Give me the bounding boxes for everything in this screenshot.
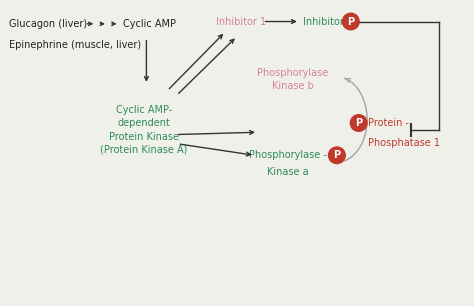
Text: Inhibitor 1-: Inhibitor 1-	[303, 17, 356, 27]
Text: Phosphorylase -: Phosphorylase -	[249, 150, 327, 160]
Text: P: P	[333, 150, 340, 160]
Text: Kinase a: Kinase a	[267, 167, 309, 177]
Circle shape	[328, 147, 345, 164]
Circle shape	[350, 115, 367, 131]
Text: Glucagon (liver): Glucagon (liver)	[9, 19, 88, 29]
Text: P: P	[347, 17, 355, 27]
Text: Phosphorylase
Kinase b: Phosphorylase Kinase b	[257, 68, 328, 91]
Text: Protein -: Protein -	[368, 118, 409, 128]
Text: Inhibitor 1: Inhibitor 1	[216, 17, 266, 27]
Text: Epinephrine (muscle, liver): Epinephrine (muscle, liver)	[9, 39, 142, 50]
Text: Phosphatase 1: Phosphatase 1	[368, 138, 440, 148]
Text: Cyclic AMP-
dependent
Protein Kinase
(Protein Kinase A): Cyclic AMP- dependent Protein Kinase (Pr…	[100, 105, 188, 155]
Circle shape	[342, 13, 359, 30]
Text: Cyclic AMP: Cyclic AMP	[123, 19, 176, 29]
Text: P: P	[355, 118, 362, 128]
